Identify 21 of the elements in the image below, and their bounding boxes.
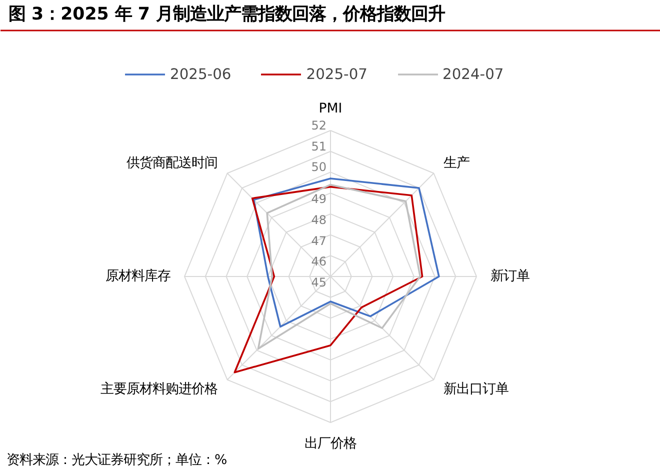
y-tick-label: 48	[311, 212, 327, 227]
legend-label: 2024-07	[442, 66, 504, 82]
text: 资料来源：光大证券研究所；单位：%	[6, 453, 228, 468]
spoke-label: PMI	[318, 102, 342, 116]
spoke-label: 出厂价格	[304, 436, 356, 452]
spoke-label: 新订单	[490, 269, 530, 284]
y-tick-label: 47	[311, 234, 327, 248]
legend-label: 2025-07	[306, 66, 368, 82]
spoke-label: 生产	[444, 156, 470, 171]
spoke-label: 新出口订单	[444, 382, 509, 398]
legend-label: 2025-06	[170, 66, 232, 82]
y-tick-label: 50	[311, 160, 327, 174]
y-tick-label: 45	[311, 276, 327, 290]
y-tick-label: 51	[311, 139, 327, 154]
spoke-label: 主要原材料购进价格	[100, 381, 218, 398]
chart-title: 图 3：2025 年 7 月制造业产需指数回落，价格指数回升	[8, 4, 445, 24]
spoke-label: 原材料库存	[106, 269, 170, 284]
y-tick-label: 49	[311, 192, 327, 206]
y-tick-label: 52	[311, 118, 327, 132]
spoke-label: 供货商配送时间	[126, 156, 218, 171]
y-tick-label: 46	[311, 254, 327, 269]
